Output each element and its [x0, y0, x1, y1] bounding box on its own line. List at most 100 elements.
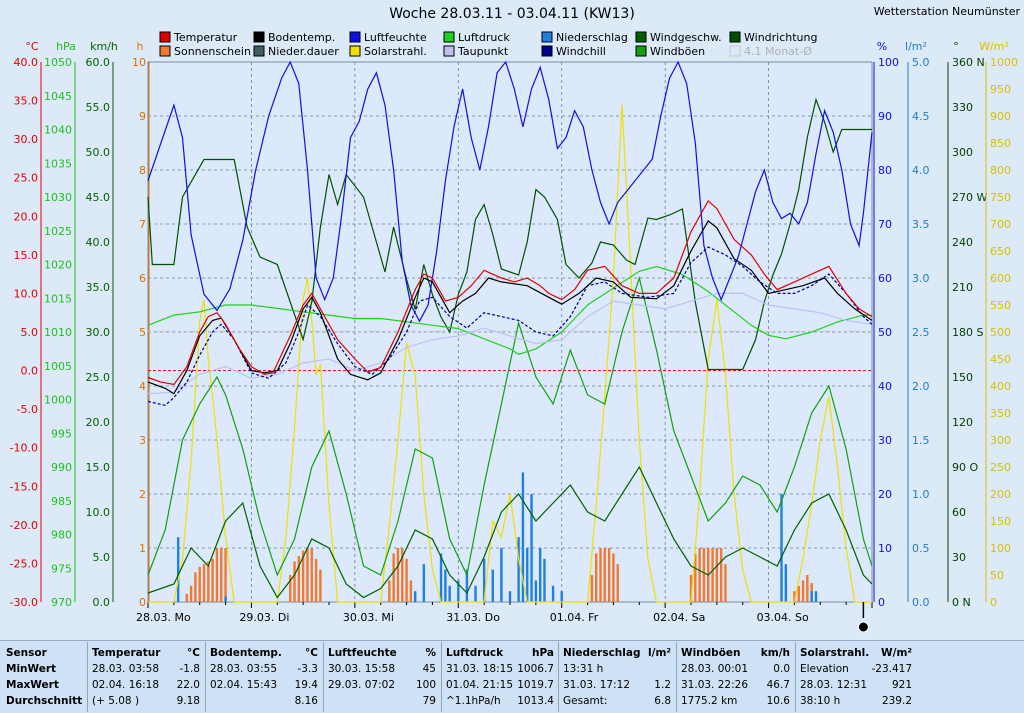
legend-swatch — [635, 45, 647, 57]
y-tick-kmh: 45.0 — [86, 191, 111, 204]
bar — [711, 548, 714, 602]
bar — [457, 580, 460, 602]
chart-title: Woche 28.03.11 - 03.04.11 (KW13) — [389, 6, 635, 22]
bar — [194, 572, 197, 602]
stats-cell-value: 8.16 — [294, 695, 318, 707]
bar — [784, 564, 788, 602]
y-tick-wm2: 450 — [990, 353, 1011, 366]
stats-col-header: Bodentemp. — [210, 647, 282, 659]
bar — [215, 548, 219, 602]
stats-cell-label: ^1.1hPa/h — [446, 695, 501, 707]
series-line-Windböen — [147, 275, 873, 577]
y-tick-hpa: 1005 — [44, 360, 72, 373]
bar — [422, 564, 426, 602]
stats-cell-label: 1775.2 km — [681, 695, 738, 707]
y-tick-hpa: 1045 — [44, 90, 72, 103]
y-tick-lm2: 0.0 — [912, 596, 930, 609]
y-tick-pct: 50 — [878, 326, 892, 339]
bar — [719, 548, 723, 602]
y-tick-hpa: 990 — [51, 461, 72, 474]
y-tick-temp: 30.0 — [14, 133, 39, 146]
stats-row-labels: Sensor MinWert MaxWert Durchschnitt — [6, 645, 86, 709]
stats-cell-value: 1019.7 — [517, 679, 554, 691]
axis-unit-deg: ° — [953, 40, 959, 53]
y-tick-deg: 180 S — [952, 326, 983, 339]
bar — [224, 596, 227, 602]
bar — [314, 558, 318, 602]
axis-unit-lm2: l/m² — [905, 40, 927, 53]
y-tick-wm2: 1000 — [990, 56, 1018, 69]
series-line-Solarstrahl. — [148, 104, 872, 603]
y-tick-lm2: 3.0 — [912, 272, 930, 285]
bar — [310, 548, 313, 602]
stats-cell-value: 9.18 — [176, 695, 200, 707]
bar — [465, 569, 469, 602]
y-tick-lm2: 4.0 — [912, 164, 930, 177]
stats-separator — [676, 642, 677, 712]
y-tick-temp: 35.0 — [14, 95, 39, 108]
y-tick-hpa: 995 — [51, 427, 72, 440]
y-tick-kmh: 0.0 — [93, 596, 111, 609]
series-line-Windgeschw. — [147, 465, 873, 599]
x-tick-label: 28.03. Mo — [136, 611, 191, 624]
stats-row-label: MaxWert — [6, 679, 59, 691]
bar — [534, 580, 538, 602]
bar — [689, 575, 693, 602]
y-tick-hpa: 970 — [51, 596, 72, 609]
y-tick-temp: -10.0 — [10, 442, 38, 455]
stats-cell-label: 02.04. 16:18 — [92, 679, 159, 691]
stats-cell-value: 45 — [422, 663, 436, 675]
stats-col-Niederschlag: Niederschlag l/m² 13:31 h 31.03. 17:12 1.2 Ge… — [563, 645, 671, 709]
y-tick-lm2: 2.0 — [912, 380, 930, 393]
stats-col-Bodentemp.: Bodentemp. °C 28.03. 03:55 -3.3 02.04. 15:43… — [210, 645, 318, 709]
y-tick-deg: 300 — [952, 146, 973, 159]
y-tick-wm2: 150 — [990, 515, 1011, 528]
y-tick-kmh: 25.0 — [86, 371, 111, 384]
y-tick-kmh: 15.0 — [86, 461, 111, 474]
legend-swatch — [253, 45, 265, 57]
y-tick-hpa: 1000 — [44, 394, 72, 407]
bar — [198, 566, 201, 602]
bar — [698, 548, 701, 602]
legend-label: 4.1 Monat-Ø — [744, 45, 812, 58]
legend-label: Niederschlag — [556, 31, 628, 44]
stats-cell-label: 28.03. 03:55 — [210, 663, 277, 675]
stats-separator — [87, 642, 88, 712]
stats-col-Windböen: Windböen km/h 28.03. 00:01 0.0 31.03. 22:26 4… — [681, 645, 790, 709]
stats-cell-value: 921 — [891, 679, 912, 691]
legend-swatch — [159, 31, 171, 43]
stats-cell-value: 1013.4 — [517, 695, 554, 707]
bar — [413, 591, 417, 602]
y-tick-deg: 360 N — [952, 56, 985, 69]
x-tick-label: 02.04. Sa — [653, 611, 705, 624]
bar — [724, 564, 727, 602]
stats-col-header: Windböen — [681, 647, 741, 659]
bar — [797, 585, 800, 602]
stats-col-header: Solarstrahl. — [800, 647, 870, 659]
stats-cell-label: 38:10 h — [800, 695, 841, 707]
series-line-Luftdruck — [147, 265, 872, 355]
stats-col-unit: l/m² — [648, 647, 671, 659]
legend-swatch — [635, 31, 647, 43]
bar — [202, 564, 206, 602]
y-tick-deg: 150 — [952, 371, 973, 384]
axis-unit-hpa: hPa — [56, 40, 76, 53]
y-tick-temp: 25.0 — [14, 172, 39, 185]
bar — [439, 553, 443, 602]
bar — [590, 575, 594, 602]
y-tick-h: 5 — [139, 326, 146, 339]
stats-cell-value: 239.2 — [881, 695, 912, 707]
stats-col-Luftdruck: Luftdruck hPa 31.03. 18:15 1006.7 01.04. 21:… — [446, 645, 554, 709]
legend-swatch — [349, 31, 361, 43]
x-tick-label: 31.03. Do — [446, 611, 500, 624]
bar — [543, 558, 546, 602]
bar — [806, 575, 809, 602]
y-tick-hpa: 980 — [51, 529, 72, 542]
bar — [715, 548, 719, 602]
bar — [189, 585, 193, 602]
bar — [603, 548, 607, 602]
bar — [616, 564, 619, 602]
legend-label: Windchill — [556, 45, 606, 58]
y-tick-hpa: 1050 — [44, 56, 72, 69]
legend-label: Sonnenschein — [174, 45, 251, 58]
